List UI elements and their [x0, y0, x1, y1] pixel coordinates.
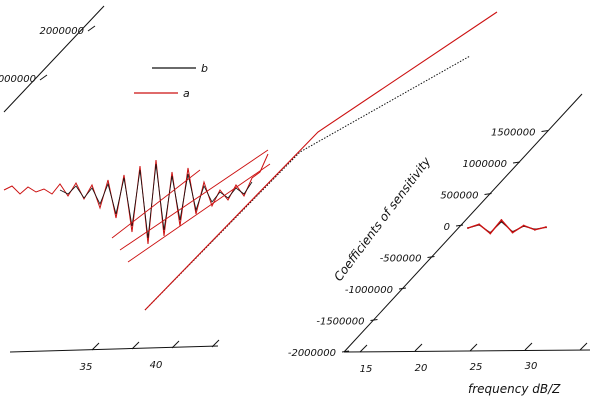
right-x-tick	[414, 343, 423, 352]
tick-labels: -2000000 -1500000 -1000000 -500000 0 500000 10…	[0, 26, 549, 375]
left-x-tick-label: 40	[150, 360, 163, 371]
legend-label-b: b	[201, 62, 208, 75]
right-y-tick-label: 1500000	[491, 128, 536, 139]
right-x-tick	[524, 342, 533, 351]
series-a-point	[478, 223, 481, 226]
right-y-tick	[455, 224, 464, 227]
series-b-projected-line	[144, 55, 471, 311]
series-a-point	[522, 224, 525, 227]
right-y-axis-line	[343, 93, 583, 353]
right-y-tick-label: -500000	[380, 254, 422, 265]
right-y-tick-label: 500000	[440, 191, 478, 202]
legend: b a	[134, 62, 208, 100]
right-x-tick-label: 25	[470, 362, 483, 373]
projected-traces	[3, 11, 498, 311]
left-x-tick	[171, 340, 180, 349]
series-a-point	[511, 231, 514, 234]
right-x-tick	[359, 344, 368, 353]
right-y-tick-label: 1000000	[462, 159, 507, 170]
right-y-tick	[370, 319, 378, 321]
series-a-streaks	[111, 149, 271, 263]
right-x-tick	[579, 342, 588, 351]
right-y-tick-label: -1500000	[316, 317, 364, 328]
right-y-tick	[484, 193, 492, 195]
axis-lines	[3, 5, 590, 353]
left-y-tick	[39, 74, 48, 81]
right-x-tick-label: 30	[525, 361, 538, 372]
x-axis-title: frequency dB/Z	[468, 382, 561, 396]
data-series	[467, 218, 547, 235]
left-x-tick-label: 35	[80, 362, 93, 373]
series-a-point	[545, 226, 547, 228]
right-x-tick-label: 15	[360, 364, 373, 375]
left-y-tick	[87, 25, 96, 32]
right-x-tick-label: 20	[415, 363, 428, 374]
right-y-tick	[512, 161, 521, 164]
left-x-tick	[211, 339, 220, 348]
series-a-point	[467, 227, 469, 229]
right-y-tick-label: -2000000	[288, 348, 336, 359]
series-a-projected-line	[144, 11, 498, 311]
right-y-tick-label: -1000000	[345, 285, 393, 296]
left-x-tick	[131, 341, 140, 350]
left-y-tick-label: 2000000	[39, 26, 84, 37]
right-y-tick	[427, 256, 435, 258]
left-y-tick-label: 1000000	[0, 74, 36, 85]
right-y-tick	[541, 130, 549, 132]
series-a-point	[533, 228, 536, 231]
legend-label-a: a	[183, 87, 190, 100]
left-x-axis-line	[9, 345, 219, 353]
left-x-tick	[91, 342, 100, 351]
right-y-tick	[398, 287, 407, 290]
series-a-point	[489, 232, 492, 235]
right-y-tick-label: 0	[444, 222, 450, 233]
series-b-noise-trace	[59, 163, 253, 239]
left-y-axis-line	[3, 5, 105, 113]
series-a-point	[500, 219, 503, 221]
right-x-tick	[469, 343, 478, 352]
series-a-line	[467, 218, 547, 235]
right-x-axis-line	[343, 349, 590, 353]
right-y-tick	[341, 350, 350, 353]
